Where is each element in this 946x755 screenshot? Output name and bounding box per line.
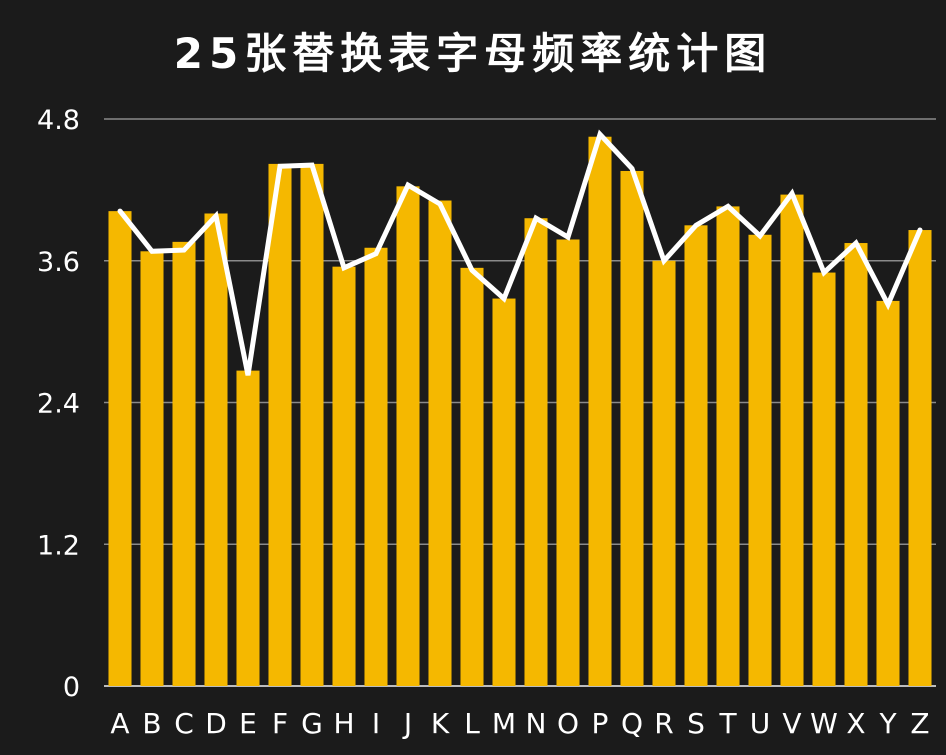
x-tick-label: E	[239, 707, 257, 740]
y-axis-ticks: 0 1.2 2.4 3.6 4.8	[37, 105, 80, 703]
bar	[364, 247, 388, 686]
bar	[652, 260, 676, 686]
x-tick-label: Y	[878, 707, 897, 740]
x-tick-label: W	[810, 707, 838, 740]
bar	[396, 186, 420, 687]
bar	[108, 211, 132, 686]
bar	[460, 267, 484, 686]
y-tick-label: 4.8	[37, 105, 80, 136]
x-tick-label: G	[301, 707, 323, 740]
x-tick-label: Z	[910, 707, 929, 740]
x-tick-label: U	[750, 707, 771, 740]
bar	[684, 225, 708, 686]
x-tick-label: D	[205, 707, 227, 740]
bar	[844, 243, 868, 686]
bar	[492, 298, 516, 686]
bar	[876, 300, 900, 686]
bar	[812, 272, 836, 686]
line-path	[117, 129, 923, 376]
x-tick-label: K	[431, 707, 450, 740]
y-tick-label: 2.4	[37, 389, 80, 420]
x-tick-label: M	[492, 707, 516, 740]
x-tick-label: S	[687, 707, 705, 740]
line-series	[117, 129, 923, 376]
bar	[716, 206, 740, 686]
x-tick-label: R	[654, 707, 673, 740]
y-tick-label: 1.2	[37, 530, 80, 561]
bar	[172, 241, 196, 686]
bar	[908, 230, 932, 686]
x-tick-label: V	[782, 707, 801, 740]
x-tick-label: H	[333, 707, 354, 740]
y-tick-label: 3.6	[37, 247, 80, 278]
y-tick-label: 0	[63, 672, 80, 703]
x-tick-label: O	[557, 707, 579, 740]
bar	[780, 194, 804, 686]
x-tick-label: X	[846, 707, 865, 740]
x-tick-label: N	[526, 707, 547, 740]
bar	[332, 266, 356, 686]
x-tick-label: L	[464, 707, 480, 740]
bar	[748, 234, 772, 686]
bar	[524, 218, 548, 686]
x-tick-label: J	[402, 707, 412, 740]
x-tick-label: C	[174, 707, 194, 740]
bar	[236, 370, 260, 686]
x-tick-label: P	[592, 707, 609, 740]
x-tick-label: I	[372, 707, 380, 740]
x-tick-label: B	[142, 707, 161, 740]
x-tick-label: A	[110, 707, 129, 740]
x-tick-label: Q	[621, 707, 643, 740]
x-tick-label: T	[718, 707, 737, 740]
bar	[140, 251, 164, 687]
bar	[300, 163, 324, 686]
bar	[268, 163, 292, 686]
bar	[556, 239, 580, 687]
gridlines	[104, 118, 936, 687]
x-tick-label: F	[272, 707, 288, 740]
chart-title: 25张替换表字母频率统计图	[173, 29, 773, 78]
bar-series	[108, 136, 932, 687]
bar	[204, 213, 228, 686]
bar	[620, 170, 644, 687]
bar	[588, 136, 612, 686]
bar	[428, 200, 452, 686]
